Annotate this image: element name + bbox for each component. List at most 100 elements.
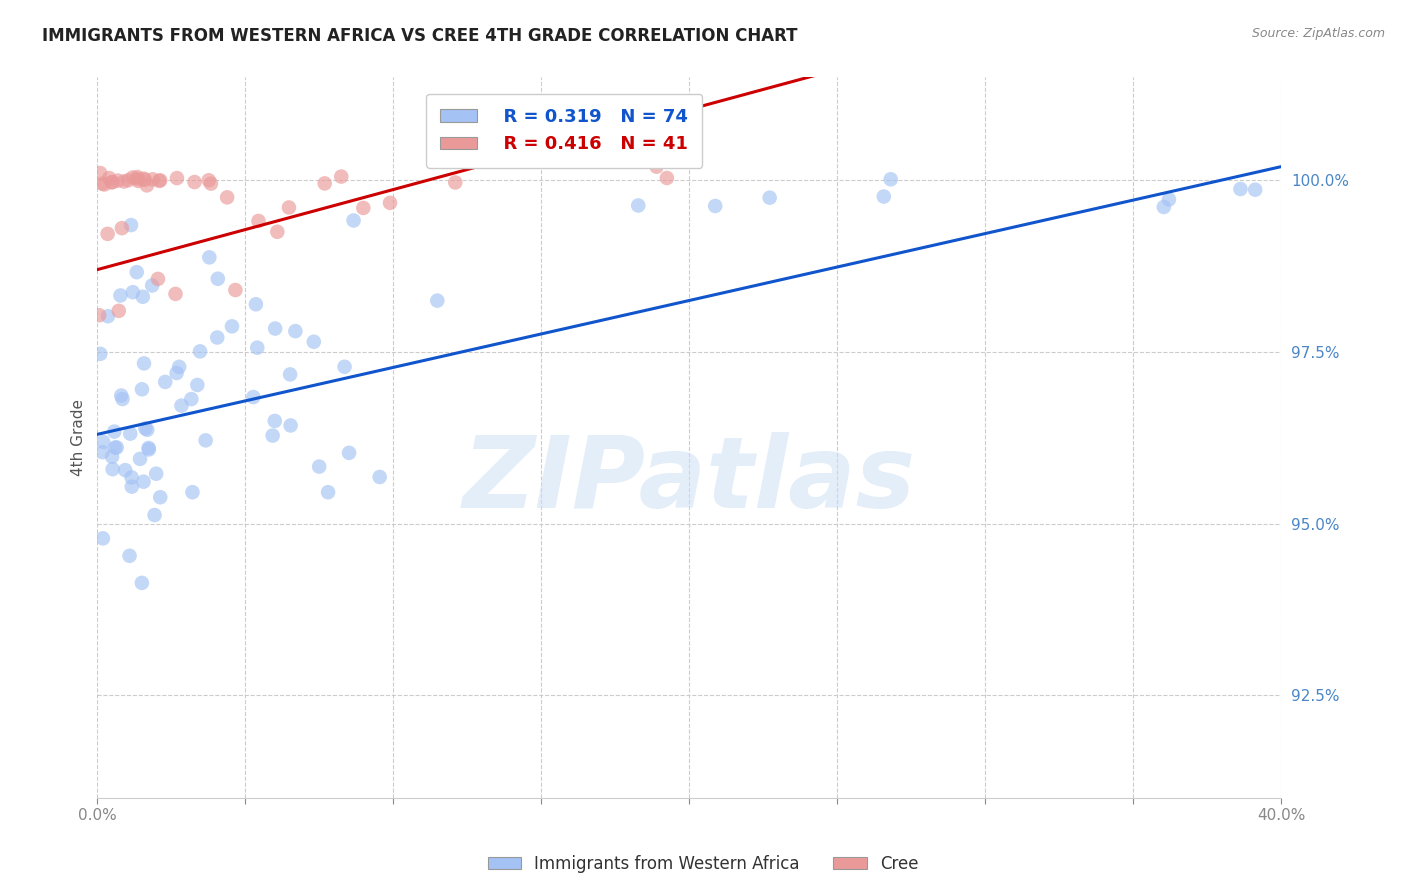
- Point: [167, 359, 190, 374]
- Point: [337, 446, 360, 460]
- Point: [186, 378, 208, 392]
- Point: [120, 426, 142, 441]
- Point: [314, 177, 336, 191]
- Text: IMMIGRANTS FROM WESTERN AFRICA VS CREE 4TH GRADE CORRELATION CHART: IMMIGRANTS FROM WESTERN AFRICA VS CREE 4…: [42, 27, 797, 45]
- Point: [758, 191, 780, 205]
- Point: [308, 459, 330, 474]
- Point: [197, 173, 219, 187]
- Point: [170, 399, 193, 413]
- Point: [127, 172, 149, 186]
- Point: [110, 388, 132, 402]
- Point: [129, 451, 152, 466]
- Point: [378, 195, 401, 210]
- Point: [242, 390, 264, 404]
- Point: [284, 324, 307, 338]
- Point: [91, 177, 114, 191]
- Point: [100, 175, 122, 189]
- Point: [117, 173, 139, 187]
- Point: [89, 347, 111, 361]
- Point: [444, 176, 467, 190]
- Point: [873, 189, 896, 203]
- Point: [114, 463, 136, 477]
- Point: [134, 173, 156, 187]
- Point: [143, 508, 166, 522]
- Point: [155, 375, 177, 389]
- Point: [107, 303, 129, 318]
- Point: [165, 286, 187, 301]
- Point: [145, 467, 167, 481]
- Point: [704, 199, 727, 213]
- Point: [342, 213, 364, 227]
- Point: [221, 319, 243, 334]
- Point: [280, 418, 302, 433]
- Point: [91, 445, 114, 459]
- Point: [138, 442, 160, 457]
- Point: [98, 171, 121, 186]
- Y-axis label: 4th Grade: 4th Grade: [72, 400, 86, 476]
- Point: [89, 308, 111, 322]
- Point: [118, 549, 141, 563]
- Point: [120, 218, 142, 232]
- Point: [880, 172, 903, 186]
- Point: [627, 198, 650, 212]
- Point: [132, 171, 155, 186]
- Point: [200, 177, 222, 191]
- Point: [121, 470, 143, 484]
- Point: [333, 359, 356, 374]
- Legend: Immigrants from Western Africa, Cree: Immigrants from Western Africa, Cree: [481, 848, 925, 880]
- Point: [183, 175, 205, 189]
- Point: [207, 330, 229, 344]
- Point: [278, 201, 301, 215]
- Point: [645, 160, 668, 174]
- Point: [91, 434, 114, 449]
- Point: [217, 190, 239, 204]
- Point: [264, 321, 287, 335]
- Point: [188, 344, 211, 359]
- Point: [166, 366, 188, 380]
- Point: [330, 169, 353, 184]
- Point: [112, 174, 135, 188]
- Point: [1153, 200, 1175, 214]
- Point: [101, 450, 124, 464]
- Point: [148, 174, 170, 188]
- Point: [166, 171, 188, 186]
- Point: [131, 575, 153, 590]
- Point: [181, 485, 204, 500]
- Point: [138, 441, 160, 455]
- Point: [426, 293, 449, 308]
- Point: [141, 278, 163, 293]
- Point: [105, 441, 128, 455]
- Point: [132, 475, 155, 489]
- Point: [149, 173, 172, 187]
- Point: [101, 175, 124, 189]
- Point: [93, 178, 115, 192]
- Point: [302, 334, 325, 349]
- Point: [263, 414, 285, 428]
- Point: [246, 341, 269, 355]
- Point: [224, 283, 246, 297]
- Point: [135, 178, 157, 193]
- Point: [111, 221, 134, 235]
- Point: [131, 382, 153, 396]
- Point: [245, 297, 267, 311]
- Point: [103, 425, 125, 439]
- Point: [89, 166, 111, 180]
- Point: [97, 310, 120, 324]
- Point: [180, 392, 202, 406]
- Text: Source: ZipAtlas.com: Source: ZipAtlas.com: [1251, 27, 1385, 40]
- Point: [136, 423, 159, 437]
- Point: [121, 480, 143, 494]
- Text: ZIPatlas: ZIPatlas: [463, 433, 915, 530]
- Point: [97, 227, 120, 241]
- Point: [121, 170, 143, 185]
- Point: [1244, 183, 1267, 197]
- Point: [134, 421, 156, 435]
- Point: [107, 173, 129, 187]
- Point: [125, 265, 148, 279]
- Legend:   R = 0.319   N = 74,   R = 0.416   N = 41: R = 0.319 N = 74, R = 0.416 N = 41: [426, 94, 703, 168]
- Point: [316, 485, 339, 500]
- Point: [111, 392, 134, 406]
- Point: [194, 434, 217, 448]
- Point: [1229, 182, 1251, 196]
- Point: [91, 532, 114, 546]
